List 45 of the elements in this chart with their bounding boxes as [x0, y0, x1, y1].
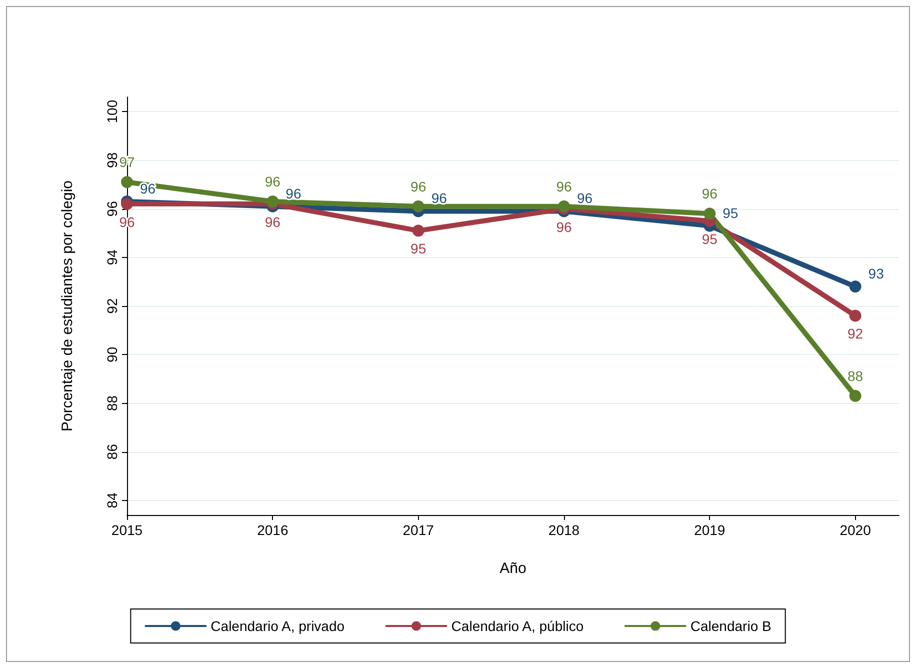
- data-label: 96: [702, 186, 718, 202]
- x-tick-label: 2019: [694, 522, 726, 538]
- data-label: 96: [576, 190, 593, 206]
- y-tick-label: 100: [104, 100, 120, 124]
- point: [412, 224, 424, 237]
- x-axis-title: Año: [500, 560, 526, 577]
- y-tick-label: 90: [104, 346, 120, 362]
- legend-label: Calendario B: [690, 618, 772, 634]
- data-label: 96: [410, 178, 426, 194]
- y-tick-label: 86: [104, 444, 120, 460]
- data-label: 96: [286, 185, 302, 202]
- point: [558, 200, 570, 212]
- y-axis-title: Porcentaje de estudiantes por colegio: [59, 180, 76, 432]
- data-label: 96: [264, 174, 281, 190]
- data-label: 95: [410, 240, 426, 257]
- legend-label: Calendario A, privado: [210, 618, 345, 634]
- point: [704, 208, 716, 220]
- data-label: 95: [722, 204, 738, 221]
- y-tick-label: 98: [104, 152, 120, 168]
- x-tick-label: 2016: [257, 522, 288, 538]
- point: [849, 390, 862, 402]
- data-label: 96: [264, 214, 281, 230]
- point: [121, 176, 133, 188]
- data-label: 93: [868, 266, 884, 282]
- data-label: 88: [848, 368, 864, 384]
- y-tick-label: 96: [104, 200, 120, 217]
- y-tick-label: 92: [104, 298, 120, 314]
- point: [412, 200, 424, 212]
- y-tick-label: 84: [104, 492, 120, 508]
- point: [849, 310, 862, 322]
- data-label: 96: [431, 190, 448, 206]
- data-label: 95: [702, 230, 718, 247]
- point: [849, 280, 862, 293]
- x-tick-label: 2020: [840, 522, 872, 538]
- y-tick-label: 88: [104, 395, 120, 411]
- x-tick-label: 2017: [402, 522, 434, 538]
- data-label: 96: [556, 218, 572, 235]
- point: [266, 196, 279, 208]
- data-label: 96: [556, 178, 572, 194]
- x-tick-label: 2018: [548, 522, 580, 538]
- data-label: 92: [848, 326, 864, 342]
- x-tick-label: 2015: [111, 522, 143, 538]
- point: [121, 198, 133, 210]
- y-tick-label: 94: [104, 249, 120, 266]
- legend-label: Calendario A, público: [451, 618, 584, 634]
